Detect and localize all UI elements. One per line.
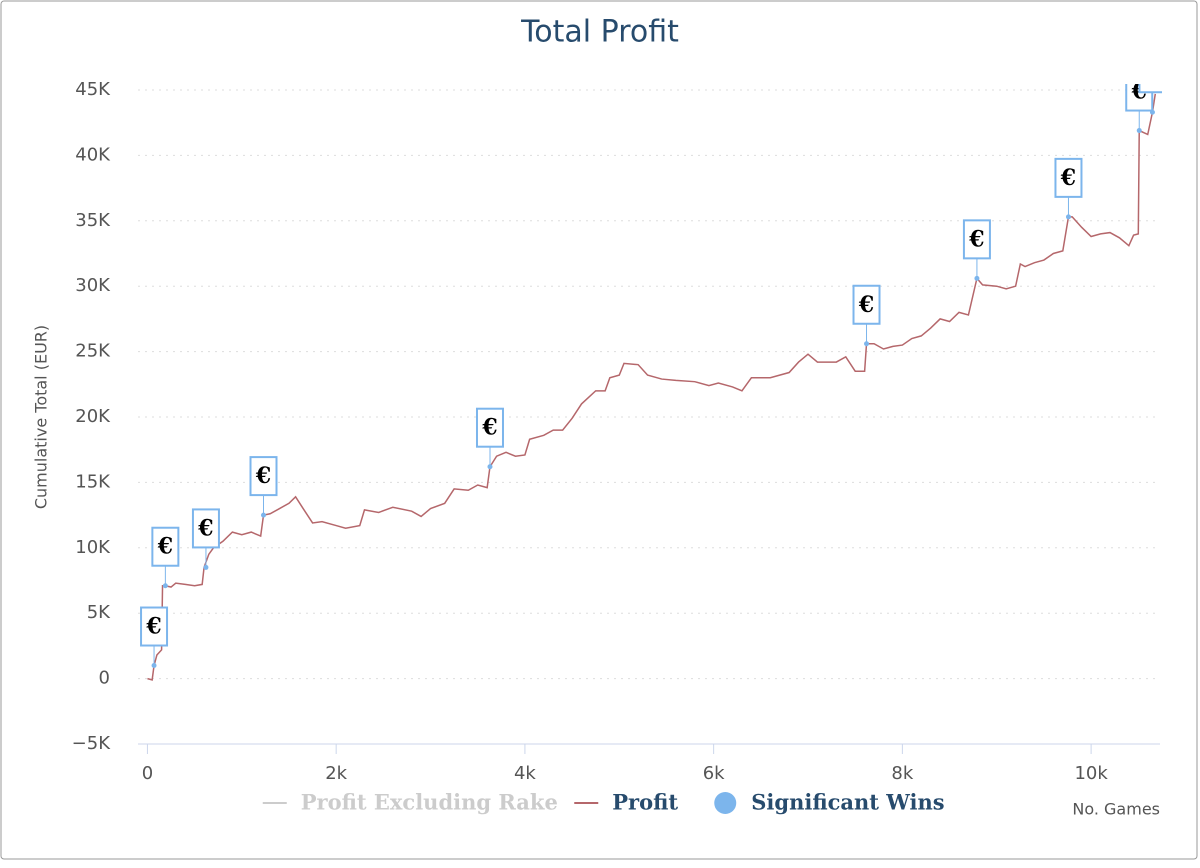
flag-label: € [197,515,213,541]
significant-win [1149,109,1155,115]
flag-box [140,606,169,647]
flag-label: € [1144,60,1160,86]
flag-label: € [1060,165,1076,191]
flag-box [151,526,180,567]
significant-win [1065,214,1071,220]
x-tick-label: 4k [514,763,536,784]
flag-box [191,508,220,549]
y-tick-label: 0 [99,668,110,689]
flag-box [1054,157,1083,198]
flag-label: € [157,534,173,560]
flag-box [475,407,504,448]
significant-win [162,583,168,589]
significant-win [203,564,209,570]
flag-label: € [481,415,497,441]
significant-win [261,512,267,518]
significant-win [1136,128,1142,134]
flag-label: € [968,226,984,252]
y-axis-label: Cumulative Total (EUR) [32,325,51,509]
y-tick-label: 5K [87,602,111,623]
legend-label: Profit Excluding Rake [301,790,558,815]
flag-box [1138,84,1162,94]
flag-label: € [858,292,874,318]
significant-win [487,464,493,470]
flag-box [852,284,881,325]
flag-label: € [255,463,271,489]
y-tick-label: 40K [75,144,111,165]
y-tick-label: 30K [75,275,111,296]
flag-box [962,219,991,260]
x-tick-label: 10k [1074,763,1108,784]
significant-win [974,275,980,281]
y-tick-label: 15K [75,471,111,492]
y-tick-label: −5K [72,733,112,754]
y-tick-label: 35K [75,210,111,231]
chart-title: Total Profit [520,15,679,50]
y-tick-label: 10K [75,537,111,558]
significant-win [864,341,870,347]
x-tick-label: 2k [325,763,347,784]
y-tick-label: 25K [75,341,111,362]
x-tick-label: 0 [142,763,153,784]
x-axis-label: No. Games [1072,800,1160,819]
profit-line [147,93,1157,681]
legend-label: Significant Wins [751,790,944,815]
legend-label: Profit [612,790,678,815]
x-tick-label: 8k [891,763,913,784]
x-tick-label: 6k [703,763,725,784]
y-tick-label: 45K [75,79,111,100]
significant-win [151,663,157,669]
y-tick-label: 20K [75,406,111,427]
legend-symbol [714,792,737,814]
flag-label: € [145,614,161,640]
flag-box [249,456,278,497]
